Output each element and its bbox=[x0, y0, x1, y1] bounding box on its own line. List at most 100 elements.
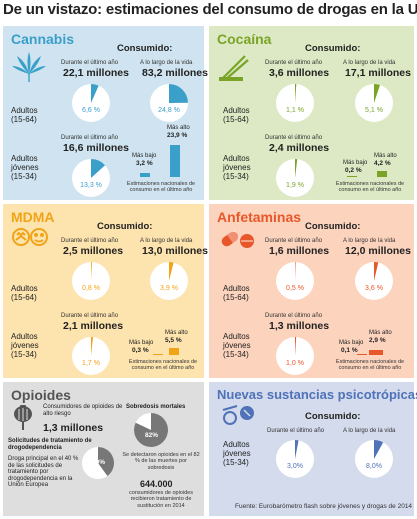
jovenes-ultimo-ano-label: Durante el último año bbox=[61, 135, 119, 141]
mas-alto-value: 5,5 % bbox=[165, 337, 182, 344]
panel-title: Cocaína bbox=[217, 31, 272, 47]
panel-cocaina: Cocaína Consumido: Durante el último año… bbox=[209, 26, 414, 200]
bar-mas-bajo bbox=[153, 353, 163, 355]
poppy-icon bbox=[14, 405, 32, 430]
pie-slice bbox=[134, 413, 168, 447]
pie-value-label: 5,1 % bbox=[365, 107, 383, 114]
sobredosis-text: Se detectaron opioides en el 82 % de las… bbox=[122, 452, 200, 471]
sustitucion-value: 644.000 bbox=[140, 479, 173, 489]
pie-slice bbox=[374, 440, 384, 459]
consumido-label: Consumido: bbox=[305, 221, 361, 232]
bar-mas-alto bbox=[369, 349, 383, 355]
pie-value-label: 13,3 % bbox=[80, 182, 102, 189]
consumidores-label: Consumidores de opioides de alto riesgo bbox=[43, 404, 123, 417]
jovenes-ultimo-ano-label: Durante el último año bbox=[265, 313, 323, 319]
estimaciones-note: Estimaciones nacionales de consumo en el… bbox=[128, 359, 198, 372]
solicitudes-label: Solicitudes de tratamiento de drogodepen… bbox=[8, 438, 92, 451]
sustitucion-text: consumidores de opioides recibieron trat… bbox=[129, 490, 193, 509]
adultos-label: Adultos (15-64) bbox=[11, 106, 38, 125]
mas-alto-label: Más alto bbox=[165, 330, 188, 336]
adultos-vida-value: 83,2 millones bbox=[142, 67, 208, 79]
consumido-label: Consumido: bbox=[117, 43, 173, 54]
footer-source: Fuente: Eurobarómetro flash sobre jóvene… bbox=[235, 503, 413, 510]
mas-bajo-value: 0,1 % bbox=[341, 347, 358, 354]
mas-bajo-label: Más bajo bbox=[343, 160, 368, 166]
pie-slice bbox=[295, 159, 298, 178]
ultimo-ano-label: Durante el último año bbox=[265, 60, 323, 66]
pie-slice bbox=[98, 447, 114, 476]
pie-adultos-vida: 5,1 % bbox=[355, 84, 393, 122]
panel-mdma: MDMA Consumido: Durante el último año A … bbox=[3, 204, 208, 378]
adultos-ultimo-value: 3,6 millones bbox=[269, 67, 330, 79]
adultos-ultimo-value: 2,5 millones bbox=[63, 245, 124, 257]
pie-jovenes-ultimo: 1,9 % bbox=[276, 159, 314, 197]
ultimo-ano-label: Durante el último año bbox=[267, 428, 325, 434]
vida-label: A lo largo de la vida bbox=[140, 60, 193, 66]
pie-slice bbox=[295, 337, 297, 356]
jovenes-ultimo-value: 2,4 millones bbox=[269, 142, 330, 154]
mas-alto-label: Más alto bbox=[167, 125, 190, 131]
jovenes-ultimo-value: 2,1 millones bbox=[63, 320, 124, 332]
cannabis-leaf-icon bbox=[12, 52, 46, 82]
adultos-label: Adultos (15-64) bbox=[11, 284, 38, 303]
pie-slice bbox=[295, 440, 299, 459]
pie-slice bbox=[374, 262, 379, 281]
pie-droga-principal bbox=[82, 447, 114, 479]
mas-bajo-label: Más bajo bbox=[129, 340, 154, 346]
pie-slice bbox=[374, 84, 380, 103]
panel-title: Cannabis bbox=[11, 31, 75, 47]
pie-value-label: 1,1 % bbox=[286, 107, 304, 114]
panel-title: MDMA bbox=[11, 209, 55, 225]
pie-slice bbox=[91, 159, 106, 178]
vida-label: A lo largo de la vida bbox=[343, 60, 396, 66]
mas-alto-label: Más alto bbox=[374, 153, 397, 159]
pie-jovenes-vida: 8,0% bbox=[355, 440, 393, 478]
mas-bajo-value: 0,2 % bbox=[345, 167, 362, 174]
mas-alto-value: 23,9 % bbox=[167, 132, 188, 139]
pie-sobredosis bbox=[134, 413, 168, 447]
pie-value-label: 3,0% bbox=[287, 463, 303, 470]
pie-slice bbox=[91, 262, 92, 281]
pie-adultos-vida: 3,6 % bbox=[355, 262, 393, 300]
pie-slice bbox=[295, 84, 297, 103]
pie-value-label: 8,0% bbox=[366, 463, 382, 470]
panel-cannabis: Cannabis Consumido: Durante el último añ… bbox=[3, 26, 208, 200]
pie-jovenes-ultimo: 1,7 % bbox=[72, 337, 110, 375]
vida-label: A lo largo de la vida bbox=[343, 238, 396, 244]
jovenes-label: Adultos jóvenes (15-34) bbox=[223, 154, 251, 182]
vida-label: A lo largo de la vida bbox=[140, 238, 193, 244]
pie-value-label: 6,6 % bbox=[82, 107, 100, 114]
adultos-vida-value: 13,0 millones bbox=[142, 245, 208, 257]
pie-value-label: 3,6 % bbox=[365, 285, 383, 292]
adultos-ultimo-value: 22,1 millones bbox=[63, 67, 129, 79]
pie-value-label: 1,0 % bbox=[286, 360, 304, 367]
pie-adultos-ultimo: 0,5 % bbox=[276, 262, 314, 300]
droga-text: Droga principal en el 40 % de las solici… bbox=[8, 456, 79, 489]
jovenes-ultimo-ano-label: Durante el último año bbox=[265, 135, 323, 141]
pie-value-label: 1,7 % bbox=[82, 360, 100, 367]
mas-alto-value: 2,9 % bbox=[369, 337, 386, 344]
pie-slice bbox=[295, 262, 296, 281]
panel-title: Anfetaminas bbox=[217, 209, 302, 225]
bar-mas-alto bbox=[170, 145, 180, 177]
pie-slice bbox=[91, 84, 99, 103]
jovenes-ultimo-value: 16,6 millones bbox=[63, 142, 129, 154]
estimaciones-note: Estimaciones nacionales de consumo en el… bbox=[335, 359, 405, 372]
panel-title: Nuevas sustancias psicotrópicas bbox=[217, 387, 417, 402]
sobredosis-label: Sobredosis mortales bbox=[126, 404, 186, 410]
cocaine-line-icon bbox=[219, 55, 249, 81]
ultimo-ano-label: Durante el último año bbox=[61, 60, 119, 66]
estimaciones-note: Estimaciones nacionales de consumo en el… bbox=[126, 181, 196, 194]
pie-slice bbox=[169, 262, 174, 281]
adultos-label: Adultos (15-64) bbox=[223, 284, 250, 303]
mas-bajo-label: Más bajo bbox=[339, 340, 364, 346]
estimaciones-note: Estimaciones nacionales de consumo en el… bbox=[335, 181, 405, 194]
panel-title: Opioides bbox=[11, 387, 71, 403]
bar-mas-alto bbox=[377, 171, 387, 177]
pie-jovenes-ultimo: 1,0 % bbox=[276, 337, 314, 375]
pie-value-label: 0,5 % bbox=[286, 285, 304, 292]
pie-value-label: 1,9 % bbox=[286, 182, 304, 189]
bar-mas-alto bbox=[169, 348, 179, 355]
mas-bajo-value: 3,2 % bbox=[136, 160, 153, 167]
pie-slice bbox=[169, 84, 188, 103]
